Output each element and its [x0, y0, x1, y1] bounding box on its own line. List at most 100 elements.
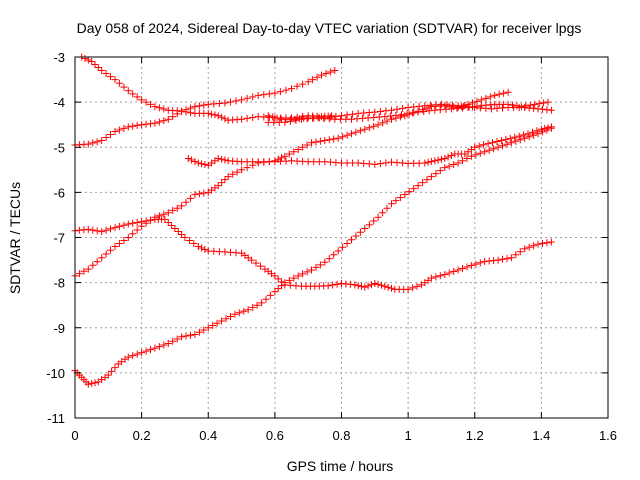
data-point [98, 228, 106, 236]
data-point [265, 90, 273, 98]
data-point [299, 270, 307, 278]
data-point [84, 56, 92, 64]
data-point [111, 76, 119, 84]
data-point [299, 80, 307, 88]
data-point [507, 254, 515, 262]
data-point [88, 379, 96, 387]
data-point [98, 254, 106, 262]
data-point [214, 182, 222, 190]
data-point [111, 128, 119, 135]
data-point [463, 263, 471, 271]
data-point [98, 67, 106, 74]
data-point [409, 284, 417, 292]
data-point [271, 288, 279, 296]
data-point [208, 110, 216, 118]
data-point [398, 111, 405, 119]
data-point [469, 103, 476, 111]
data-point [124, 234, 132, 241]
data-point [198, 244, 206, 252]
data-point [370, 122, 378, 130]
x-tick-label: 1.2 [466, 428, 484, 443]
data-point [343, 111, 351, 119]
data-point [494, 256, 502, 264]
data-point [321, 258, 329, 266]
data-point [343, 131, 351, 139]
x-tick-label: 0 [71, 428, 78, 443]
data-point [151, 103, 159, 111]
data-point [352, 232, 360, 240]
data-point [316, 261, 324, 269]
data-point [338, 112, 345, 120]
grid [75, 57, 608, 418]
data-point [276, 88, 284, 96]
data-point [281, 118, 289, 126]
data-point [184, 155, 192, 162]
data-point [471, 143, 479, 151]
data-point [253, 301, 261, 309]
data-point [447, 152, 455, 159]
data-point [376, 108, 384, 115]
data-point [187, 104, 194, 112]
data-point [232, 249, 240, 257]
data-point [214, 155, 222, 162]
data-point [138, 96, 146, 104]
data-point [509, 101, 516, 109]
data-point [182, 106, 190, 114]
data-point [115, 222, 123, 230]
data-point [164, 340, 172, 347]
data-point [285, 150, 293, 158]
data-point [467, 262, 475, 269]
data-point [414, 182, 422, 190]
data-point [325, 136, 333, 144]
data-point [164, 115, 172, 123]
y-tick-label: -4 [53, 95, 65, 110]
data-point [200, 326, 208, 334]
data-point [214, 112, 222, 120]
data-point [222, 315, 230, 323]
data-point [124, 353, 132, 361]
data-point [374, 213, 382, 221]
data-point [178, 333, 186, 341]
series-sat-c [71, 215, 555, 293]
data-point [282, 86, 290, 94]
data-point [409, 109, 417, 117]
data-point [303, 141, 311, 149]
data-point [333, 280, 341, 288]
data-point [490, 145, 498, 153]
data-point [84, 225, 92, 233]
data-point [497, 137, 505, 144]
data-point [529, 128, 536, 136]
data-point [464, 104, 472, 111]
data-point [502, 135, 510, 143]
data-point [499, 255, 506, 263]
data-point [200, 101, 208, 109]
data-marks [71, 53, 555, 388]
data-point [213, 319, 221, 327]
data-point [84, 265, 92, 273]
data-point [547, 124, 555, 132]
data-point [155, 104, 163, 112]
data-point [108, 367, 116, 375]
data-point [356, 228, 364, 236]
data-point [266, 291, 274, 299]
data-point [293, 82, 301, 90]
data-point [421, 159, 429, 167]
data-point [161, 215, 169, 223]
data-point [516, 136, 524, 144]
data-point [396, 194, 404, 202]
data-point [171, 225, 179, 232]
data-point [410, 103, 418, 111]
data-point [88, 58, 96, 65]
data-point [454, 159, 462, 167]
data-point [107, 73, 114, 81]
data-point [503, 140, 511, 148]
data-point [201, 246, 209, 253]
data-point [368, 281, 375, 289]
data-point [316, 137, 324, 145]
data-point [124, 220, 132, 228]
data-point [151, 213, 159, 221]
data-point [445, 162, 453, 170]
data-point [361, 125, 369, 133]
data-point [401, 191, 409, 199]
